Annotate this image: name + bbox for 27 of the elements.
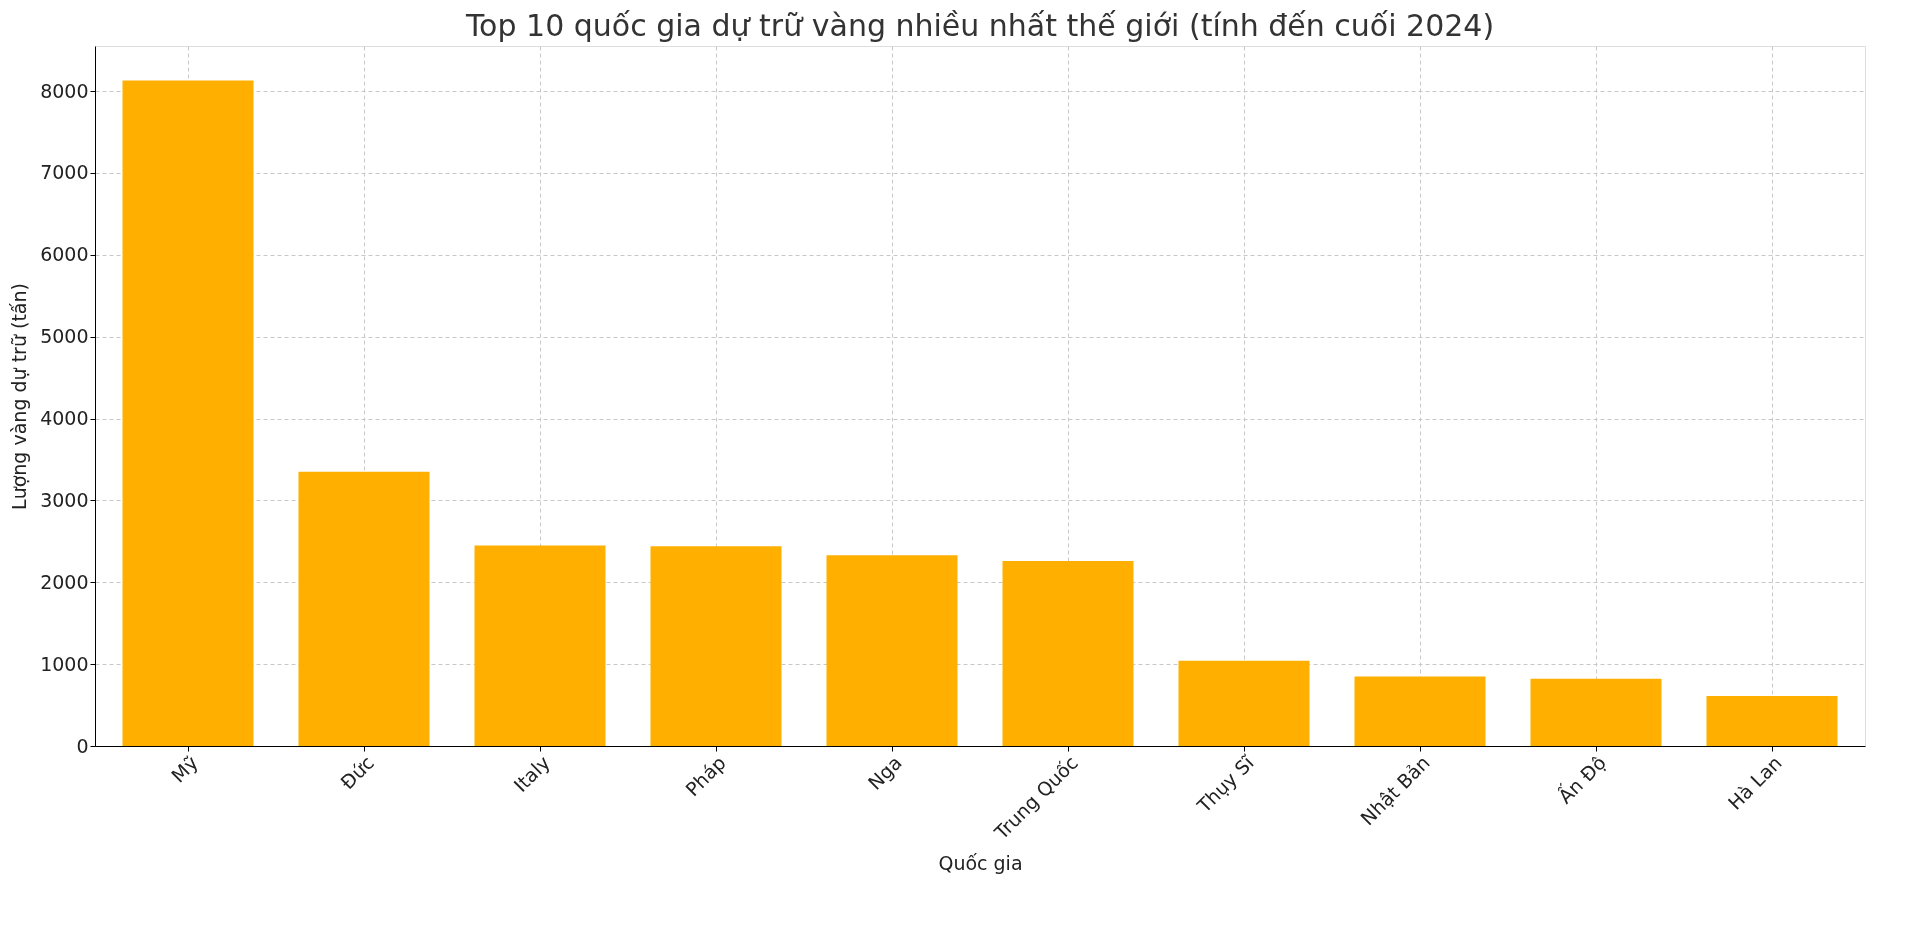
y-axis-title: Lượng vàng dự trữ (tấn) — [8, 283, 31, 510]
y-tick-label: 3000 — [40, 488, 89, 511]
x-tick-label: Mỹ — [166, 751, 202, 787]
x-tick-label: Đức — [336, 751, 378, 794]
bar — [1178, 660, 1310, 746]
y-tick-label: 4000 — [40, 407, 89, 430]
y-tick-label: 5000 — [40, 325, 89, 348]
x-tick-label: Hà Lan — [1723, 751, 1786, 814]
bar — [1354, 676, 1486, 746]
bar — [650, 546, 782, 746]
y-tick-label: 7000 — [40, 161, 89, 184]
bar — [474, 545, 606, 746]
bar — [1706, 696, 1838, 746]
bar — [1530, 678, 1662, 746]
x-tick-label: Ấn Độ — [1552, 749, 1610, 808]
bar — [1002, 560, 1134, 746]
y-tick-label: 2000 — [40, 570, 89, 593]
y-tick-label: 0 — [76, 734, 89, 757]
x-axis-title: Quốc gia — [938, 852, 1023, 875]
y-tick-label: 1000 — [40, 652, 89, 675]
bar — [122, 80, 254, 746]
y-tick-label: 8000 — [40, 79, 89, 102]
bar — [298, 471, 430, 746]
x-tick-label: Nga — [863, 751, 906, 794]
y-tick-label: 6000 — [40, 243, 89, 266]
chart-title: Top 10 quốc gia dự trữ vàng nhiều nhất thế giới (tính đến cuối 2024) — [464, 8, 1495, 43]
bar — [826, 555, 958, 746]
